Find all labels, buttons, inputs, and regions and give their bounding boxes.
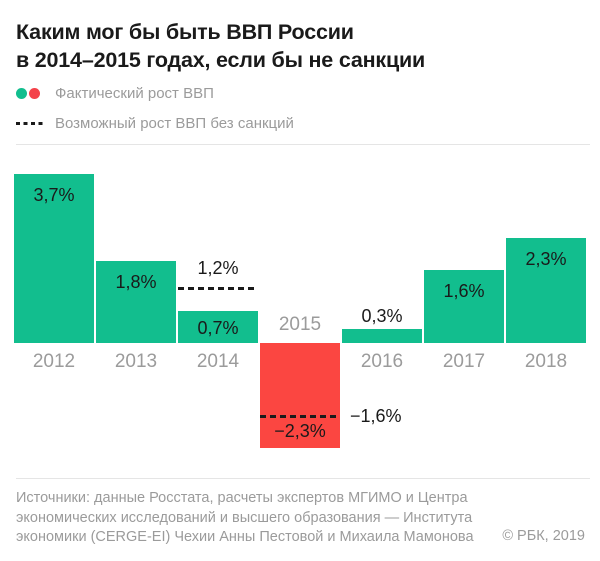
bar-value-label-2015: −2,3% [274, 421, 326, 442]
chart-title-line-2: в 2014–2015 годах, если бы не санкции [16, 47, 425, 72]
bar-value-label-2017: 1,6% [443, 280, 485, 301]
dashed-line-icon [16, 122, 44, 125]
bar-2012 [14, 173, 94, 343]
year-label-2014: 2014 [196, 351, 240, 372]
bar-value-label-2012: 3,7% [33, 184, 75, 205]
year-label-2017: 2017 [442, 351, 486, 372]
bar-2014 [178, 311, 258, 343]
year-label-2016: 2016 [360, 351, 404, 372]
chart-title-line-1: Каким мог бы быть ВВП России [16, 20, 354, 44]
counterfactual-line-2014 [178, 287, 258, 291]
footer-sources: Источники: данные Росстата, расчеты эксп… [16, 489, 474, 548]
bar-2017 [424, 269, 504, 343]
bar-value-label-2014: 0,7% [197, 318, 239, 338]
footer-sources-line-1: Источники: данные Росстата, расчеты эксп… [16, 490, 468, 506]
year-label-2015: 2015 [278, 314, 322, 335]
legend-actual-label: Фактический рост ВВП [55, 85, 214, 102]
legend-possible-label: Возможный рост ВВП без санкций [55, 115, 294, 132]
bar-2013 [96, 260, 176, 343]
counterfactual-label-2014: 1,2% [197, 258, 239, 279]
year-label-2018: 2018 [524, 351, 568, 372]
counterfactual-line-2015 [260, 415, 340, 419]
bar-2015 [260, 343, 340, 449]
counterfactual-label-2015: −1,6% [350, 406, 402, 427]
chart-title: Каким мог бы быть ВВП России в 2014–2015… [16, 19, 425, 74]
bar-value-label-2018: 2,3% [525, 248, 567, 269]
year-label-2012: 2012 [32, 351, 76, 372]
top-divider [16, 144, 590, 145]
footer-sources-line-3: экономики (CERGE-EI) Чехии Анны Пестовой… [16, 529, 474, 546]
bar-2018 [506, 237, 586, 343]
bar-2016 [342, 329, 422, 343]
footer-copyright: © РБК, 2019 [502, 528, 585, 544]
red-dot-icon [29, 88, 40, 99]
bar-value-label-2013: 1,8% [115, 271, 157, 292]
bottom-divider [16, 478, 590, 479]
green-dot-icon [16, 88, 27, 99]
bar-value-label-2016: 0,3% [361, 306, 403, 327]
footer-sources-line-2: экономических исследований и высшего обр… [16, 509, 473, 526]
year-label-2013: 2013 [114, 351, 158, 372]
